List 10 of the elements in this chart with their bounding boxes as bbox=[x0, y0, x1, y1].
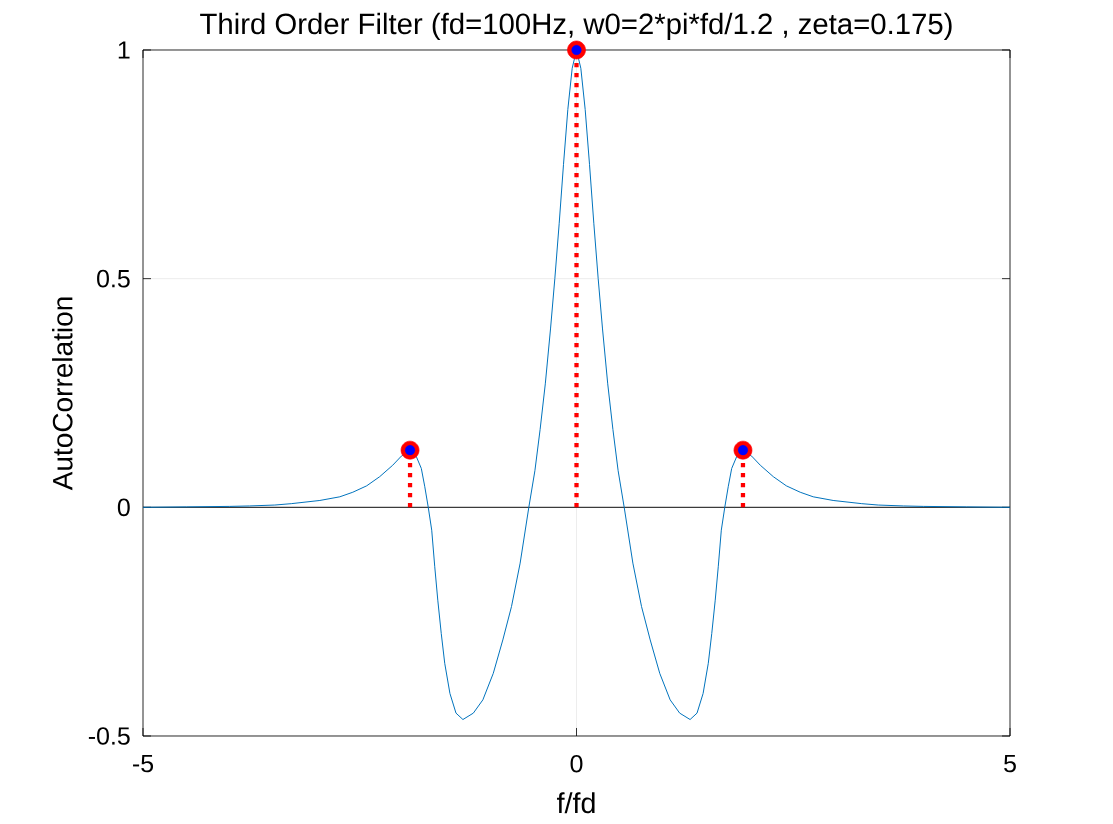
y-tick-label: 1 bbox=[118, 41, 130, 59]
y-tick-label: 0 bbox=[117, 498, 130, 517]
x-tick-label: 0 bbox=[570, 754, 583, 773]
y-tick-label: 0.5 bbox=[97, 269, 130, 288]
chart-title: Third Order Filter (fd=100Hz, w0=2*pi*fd/1.2 , zeta=0.175) bbox=[200, 12, 952, 41]
y-axis-title: AutoCorrelation bbox=[52, 297, 73, 491]
y-tick-label: -0.5 bbox=[88, 727, 130, 745]
x-tick-label: -5 bbox=[133, 754, 154, 773]
x-axis-title: f/fd bbox=[556, 792, 595, 814]
x-tick-label: 5 bbox=[1004, 754, 1016, 773]
